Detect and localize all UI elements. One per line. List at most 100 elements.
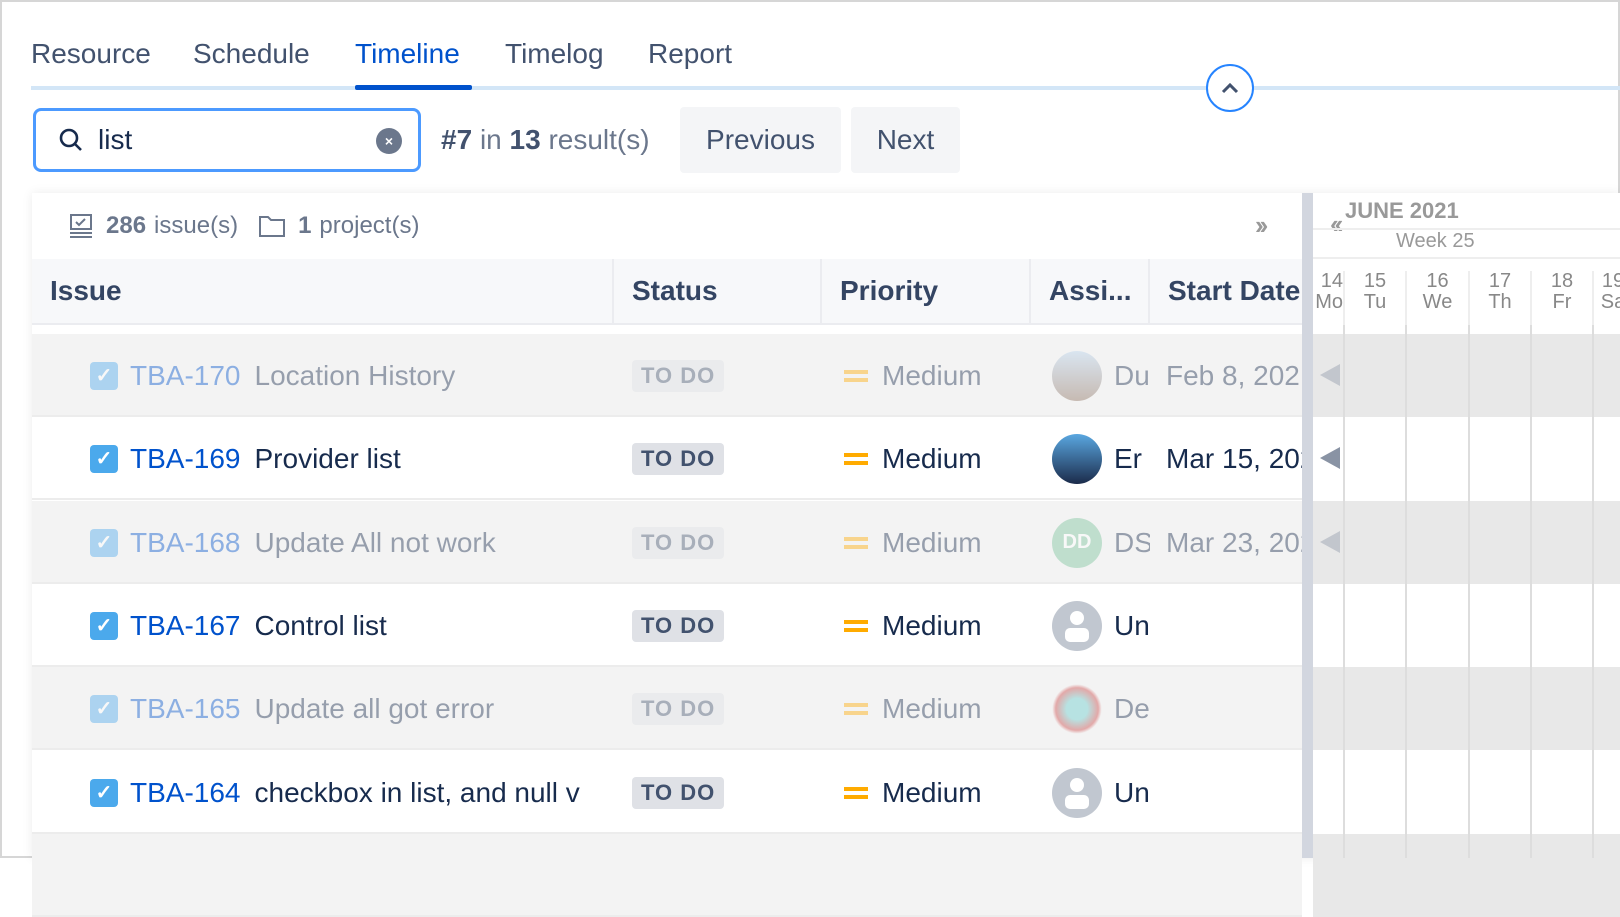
divider <box>1313 228 1620 230</box>
priority-label: Medium <box>882 526 982 558</box>
priority-cell: Medium <box>844 667 982 750</box>
column-header-issue[interactable]: Issue <box>32 259 614 325</box>
table-row[interactable]: ✓ TBA-169 Provider list TO DO Medium Er … <box>32 417 1302 500</box>
table-row[interactable]: ✓ TBA-165 Update all got error TO DO Med… <box>32 667 1302 750</box>
bar-offscreen-left-icon[interactable] <box>1320 531 1340 553</box>
priority-cell: Medium <box>844 417 982 500</box>
avatar <box>1052 350 1102 401</box>
divider <box>1313 257 1620 259</box>
status-badge[interactable]: TO DO <box>632 526 725 559</box>
splitter-handle[interactable] <box>1302 193 1313 858</box>
priority-cell: Medium <box>844 751 982 834</box>
timeline-day: 19Sa <box>1594 271 1620 325</box>
assignee-name: Un <box>1114 609 1150 641</box>
assignee-name: DS <box>1114 526 1150 558</box>
timeline-day: 15 Tu <box>1345 271 1407 325</box>
issue-key-link[interactable]: TBA-169 <box>130 442 241 474</box>
column-header-priority[interactable]: Priority <box>822 259 1031 325</box>
table-row[interactable]: ✓ TBA-167 Control list TO DO Medium Un <box>32 584 1302 667</box>
status-cell: TO DO <box>632 751 725 834</box>
status-badge[interactable]: TO DO <box>632 359 725 392</box>
column-header-status[interactable]: Status <box>614 259 822 325</box>
issue-summary: Location History <box>254 359 456 391</box>
start-date-cell <box>1166 667 1302 750</box>
previous-button[interactable]: Previous <box>680 107 841 173</box>
tab-schedule[interactable]: Schedule <box>193 38 310 69</box>
priority-label: Medium <box>882 776 982 808</box>
priority-label: Medium <box>882 609 982 641</box>
priority-medium-icon <box>844 536 868 549</box>
collapse-button[interactable] <box>1206 64 1254 112</box>
issue-cell: ✓ TBA-168 Update All not work <box>90 501 642 584</box>
status-badge[interactable]: TO DO <box>632 609 725 642</box>
status-badge[interactable]: TO DO <box>632 692 725 725</box>
search-input[interactable]: list × <box>33 108 421 172</box>
status-badge[interactable]: TO DO <box>632 442 725 475</box>
column-header-assignee[interactable]: Assi... <box>1031 259 1150 325</box>
table-row[interactable]: ✓ TBA-168 Update All not work TO DO Medi… <box>32 501 1302 584</box>
priority-cell: Medium <box>844 584 982 667</box>
assignee-cell[interactable]: Un <box>1052 751 1150 834</box>
timeline-row <box>1313 667 1620 750</box>
timeline-month: JUNE 2021 <box>1345 198 1459 223</box>
next-button[interactable]: Next <box>851 107 960 173</box>
tab-report[interactable]: Report <box>648 38 733 69</box>
priority-cell: Medium <box>844 501 982 584</box>
table-row[interactable]: ✓ TBA-164 checkbox in list, and null v T… <box>32 751 1302 834</box>
issue-key-link[interactable]: TBA-170 <box>130 359 241 391</box>
start-date-cell: Mar 15, 2021 <box>1166 417 1302 500</box>
tab-timelog[interactable]: Timelog <box>505 38 604 69</box>
issue-key-link[interactable]: TBA-165 <box>130 692 241 724</box>
tab-resource[interactable]: Resource <box>31 38 151 69</box>
bar-offscreen-left-icon[interactable] <box>1320 447 1340 469</box>
issue-type-checkbox-icon: ✓ <box>90 528 118 557</box>
issue-summary: Provider list <box>254 442 401 474</box>
issue-type-checkbox-icon: ✓ <box>90 361 118 390</box>
status-badge[interactable]: TO DO <box>632 776 725 809</box>
timeline-row <box>1313 501 1620 584</box>
priority-cell: Medium <box>844 334 982 417</box>
issue-key-link[interactable]: TBA-164 <box>130 776 241 808</box>
start-date-cell: Mar 23, 2021 <box>1166 501 1302 584</box>
clear-search-icon[interactable]: × <box>376 128 402 154</box>
priority-label: Medium <box>882 359 982 391</box>
avatar: DD <box>1052 517 1102 568</box>
start-date-cell <box>1166 751 1302 834</box>
issue-key-link[interactable]: TBA-168 <box>130 526 241 558</box>
issues-icon <box>70 214 92 238</box>
assignee-cell[interactable]: Du <box>1052 334 1150 417</box>
tab-timeline[interactable]: Timeline <box>355 38 460 69</box>
assignee-cell[interactable]: DD DS <box>1052 501 1150 584</box>
scroll-back-icon[interactable]: ‹‹ <box>1330 209 1343 239</box>
priority-medium-icon <box>844 786 868 799</box>
day-gridline <box>1468 325 1470 858</box>
timeline-row <box>1313 334 1620 417</box>
issue-summary: checkbox in list, and null v <box>254 776 580 808</box>
start-date: Mar 15, 2021 <box>1166 442 1302 474</box>
status-cell: TO DO <box>632 501 725 584</box>
issue-cell: ✓ TBA-170 Location History <box>90 334 642 417</box>
avatar-default-icon <box>1052 600 1102 651</box>
table-row[interactable]: ✓ TBA-170 Location History TO DO Medium … <box>32 334 1302 417</box>
priority-medium-icon <box>844 619 868 632</box>
timeline-week: Week 25 <box>1396 230 1475 252</box>
column-header-start-date[interactable]: Start Date <box>1150 259 1302 325</box>
status-cell: TO DO <box>632 667 725 750</box>
assignee-cell[interactable]: De <box>1052 667 1150 750</box>
day-gridline <box>1530 325 1532 858</box>
avatar <box>1052 683 1102 734</box>
avatar <box>1052 433 1102 484</box>
timeline-day: 18 Fr <box>1532 271 1594 325</box>
assignee-cell[interactable]: Un <box>1052 584 1150 667</box>
start-date-cell <box>1166 584 1302 667</box>
issue-key-link[interactable]: TBA-167 <box>130 609 241 641</box>
day-gridline <box>1405 325 1407 858</box>
bar-offscreen-left-icon[interactable] <box>1320 364 1340 386</box>
table-row[interactable] <box>32 834 1302 917</box>
issue-cell: ✓ TBA-167 Control list <box>90 584 642 667</box>
priority-medium-icon <box>844 702 868 715</box>
priority-medium-icon <box>844 369 868 382</box>
assignee-cell[interactable]: Er <box>1052 417 1150 500</box>
status-cell: TO DO <box>632 417 725 500</box>
expand-columns-icon[interactable]: ›› <box>1255 210 1268 240</box>
